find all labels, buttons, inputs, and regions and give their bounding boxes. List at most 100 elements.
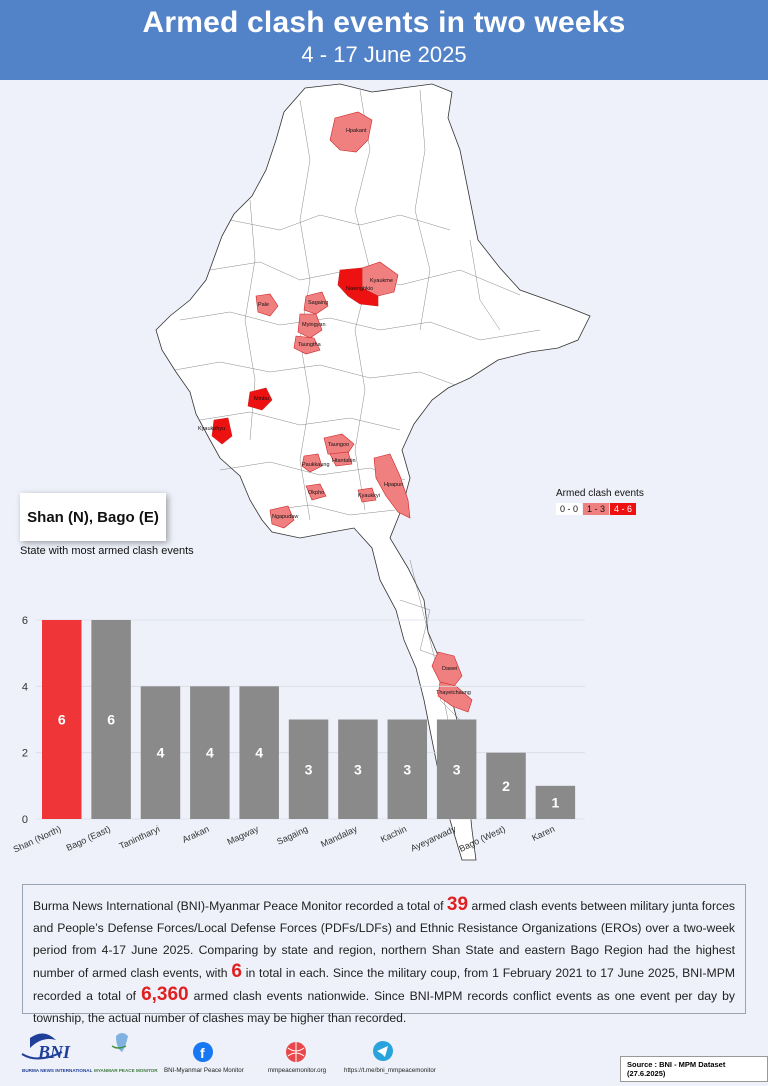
legend-item-0: 0 - 0 <box>556 503 583 515</box>
bar <box>91 620 131 819</box>
label-ngapudaw: Ngapudaw <box>272 514 298 520</box>
area-nawnghkio <box>337 267 379 307</box>
telegram-label: https://t.me/bni_mmpeacemonitor <box>344 1067 436 1074</box>
facebook-label: BNI-Myanmar Peace Monitor <box>164 1067 244 1074</box>
summary-text-1: Burma News International (BNI)-Myanmar P… <box>33 899 447 913</box>
bar-value-label: 2 <box>502 778 510 794</box>
y-tick-label: 0 <box>22 814 28 826</box>
bar-value-label: 4 <box>206 745 214 761</box>
bar-value-label: 1 <box>551 794 559 810</box>
source-note: Source : BNI - MPM Dataset (27.6.2025) <box>620 1056 768 1082</box>
conflict-townships <box>211 111 473 713</box>
bar-value-label: 6 <box>58 712 66 728</box>
y-tick-label: 2 <box>22 748 28 760</box>
x-tick-label: Karen <box>530 824 556 843</box>
label-sagaing: Sagaing <box>308 300 328 306</box>
page-subtitle: 4 - 17 June 2025 <box>301 42 467 67</box>
y-tick-label: 4 <box>22 681 28 693</box>
label-nawnghkio: Nawnghkio <box>346 286 373 292</box>
bni-logo: BNI BURMA NEWS INTERNATIONAL <box>21 1033 93 1073</box>
area-myingyan <box>297 313 323 339</box>
label-htantabin: Htantabin <box>332 458 356 464</box>
label-minbu: Minbu <box>254 396 269 402</box>
website-label: mmpeacemonitor.org <box>268 1067 327 1074</box>
legend-item-1: 1 - 3 <box>583 503 610 515</box>
area-hpakant <box>329 111 373 153</box>
x-tick-label: Magway <box>225 824 260 847</box>
summary-text-3: in total in each. Since the military cou… <box>33 966 735 1003</box>
summary-total-count: 39 <box>446 894 469 915</box>
label-pale: Pale <box>258 302 269 308</box>
label-thayetchaung: Thayetchaung <box>436 690 471 696</box>
bar-chart: 0 2 4 6 6 Shan (North) 6 Bago (East) 4 Taninthary… <box>12 615 585 855</box>
area-kyaukphyu <box>211 417 233 445</box>
myanmar-map: Hpakant Kyaukme Nawnghkio Pale Sagaing M… <box>155 83 591 861</box>
bar <box>436 719 477 819</box>
summary-text-4: armed clash events nationwide. Since BNI… <box>33 989 735 1025</box>
label-kyaukme: Kyaukme <box>370 278 393 284</box>
mpm-name: MYANMAR PEACE MONITOR <box>94 1068 158 1073</box>
summary-nationwide-count: 6,360 <box>141 984 189 1005</box>
legend-title: Armed clash events <box>556 488 644 499</box>
label-okpho: Okpho <box>308 490 324 496</box>
summary-text-2: armed clash events between military junt… <box>33 899 735 980</box>
mpm-logo: MYANMAR PEACE MONITOR <box>94 1033 158 1073</box>
legend-item-2: 4 - 6 <box>610 503 637 515</box>
top-state-callout: Shan (N), Bago (E) <box>20 493 166 541</box>
bar-value-label: 3 <box>453 761 461 777</box>
facebook-link[interactable]: f BNI-Myanmar Peace Monitor <box>164 1042 244 1074</box>
bar <box>42 620 82 819</box>
footer: BNI BURMA NEWS INTERNATIONAL MYANMAR PEA… <box>21 1033 436 1074</box>
area-kyaukkyi <box>357 487 377 503</box>
label-kyaukkyi: Kyaukkyi <box>358 493 380 499</box>
area-sagaing <box>303 291 329 315</box>
bar-value-label: 6 <box>107 712 115 728</box>
area-okpho <box>305 483 327 501</box>
bar <box>338 719 378 819</box>
x-tick-label: Shan (North) <box>12 824 63 855</box>
bar <box>239 686 279 819</box>
summary-box: Burma News International (BNI)-Myanmar P… <box>22 884 746 1025</box>
label-myingyan: Myingyan <box>302 322 326 328</box>
area-hpapun <box>373 453 411 519</box>
y-tick-label: 6 <box>22 615 28 627</box>
area-htantabin <box>329 451 353 467</box>
area-ngapudaw <box>269 505 295 529</box>
label-kyaukphyu: Kyaukphyu <box>198 426 225 432</box>
bar-value-label: 3 <box>305 761 313 777</box>
bar <box>140 686 181 819</box>
x-tick-label: Sagaing <box>275 824 309 847</box>
svg-text:f: f <box>200 1045 205 1061</box>
label-paukkaung: Paukkaung <box>302 462 330 468</box>
top-state-caption: State with most armed clash events <box>20 545 194 557</box>
bar-value-label: 3 <box>403 761 411 777</box>
facebook-icon <box>193 1042 213 1062</box>
label-taungoo: Taungoo <box>328 442 349 448</box>
bar <box>535 785 576 819</box>
x-tick-label: Arakan <box>181 824 211 845</box>
area-pale <box>255 293 279 317</box>
bar-value-label: 4 <box>157 745 165 761</box>
page-title: Armed clash events in two weeks <box>142 6 626 39</box>
website-link[interactable]: mmpeacemonitor.org <box>268 1042 327 1074</box>
area-taungtha <box>293 335 321 355</box>
bar <box>190 686 230 819</box>
label-hpapun: Hpapun <box>384 482 403 488</box>
header-banner: Armed clash events in two weeks 4 - 17 J… <box>0 0 768 80</box>
x-tick-label: Bago (East) <box>65 824 112 853</box>
telegram-link[interactable]: https://t.me/bni_mmpeacemonitor <box>344 1041 436 1074</box>
bar <box>288 719 329 819</box>
map-labels: Hpakant Kyaukme Nawnghkio Pale Sagaing M… <box>198 128 471 696</box>
area-minbu <box>247 387 273 411</box>
bni-name: BURMA NEWS INTERNATIONAL <box>22 1068 93 1073</box>
area-paukkaung <box>301 453 323 473</box>
top-state-value: Shan (N), Bago (E) <box>27 508 159 526</box>
bar <box>387 719 428 819</box>
x-tick-label: Kachin <box>379 824 408 845</box>
label-dawei: Dawei <box>442 666 457 672</box>
label-hpakant: Hpakant <box>346 128 367 134</box>
bar-value-label: 3 <box>354 761 362 777</box>
x-tick-label: Bago (West) <box>457 824 506 854</box>
